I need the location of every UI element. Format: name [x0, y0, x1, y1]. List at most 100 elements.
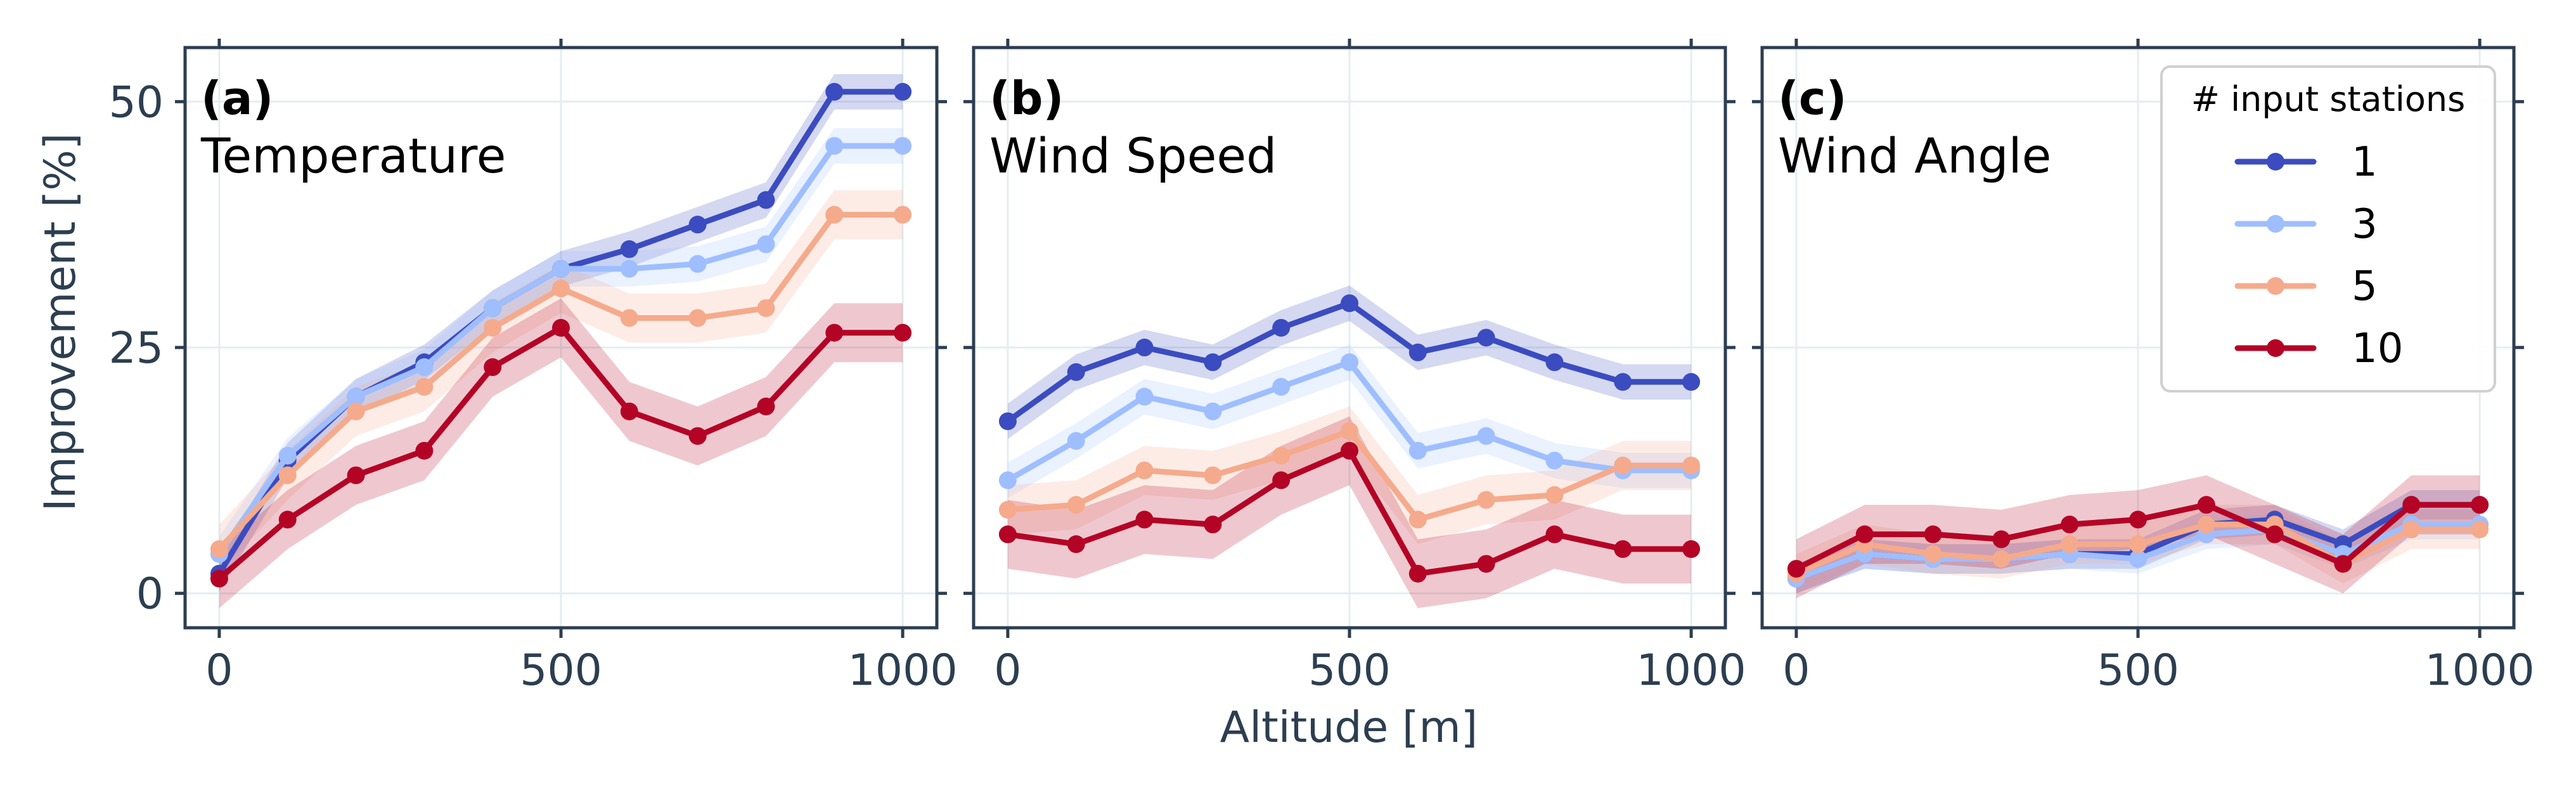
band-series-5: [1007, 406, 1692, 545]
panel-wind-angle: 0 500 1000 (c)Wind Angle: [1752, 39, 2535, 696]
x-tick-label: 0: [994, 646, 1021, 696]
legend-label: 10: [2352, 325, 2403, 372]
band-series-10: [1007, 416, 1692, 608]
point-series-5: [1408, 510, 1427, 529]
point-series-1: [825, 82, 844, 101]
point-series-10: [484, 358, 502, 377]
point-series-1: [1341, 294, 1358, 313]
y-axis-label: Improvement [%]: [35, 133, 86, 512]
x-axis-label: Altitude [m]: [1220, 703, 1478, 753]
x-tick-label: 500: [2097, 646, 2179, 696]
point-series-5: [998, 500, 1017, 519]
point-series-10: [1924, 525, 1942, 543]
point-series-10: [998, 525, 1017, 543]
point-series-5: [484, 318, 502, 337]
point-series-10: [1477, 555, 1495, 573]
point-series-10: [1408, 564, 1427, 583]
x-tick-label: 0: [1782, 646, 1810, 696]
legend-box: [2160, 65, 2496, 393]
point-series-5: [1341, 422, 1358, 440]
point-series-3: [620, 259, 638, 278]
point-series-5: [1135, 461, 1154, 479]
legend-marker: [2267, 277, 2284, 295]
point-series-3: [757, 235, 775, 254]
panel-temperature: 0 500 1000 0 25 50 (a)Temperature: [108, 39, 958, 696]
legend-marker: [2267, 339, 2284, 357]
point-series-5: [2197, 516, 2215, 534]
point-series-1: [1408, 343, 1427, 361]
legend-entry-10: 10: [2234, 325, 2403, 372]
point-series-10: [757, 398, 775, 416]
point-series-3: [825, 137, 844, 155]
legend-entry-5: 5: [2234, 263, 2378, 310]
series-10: [210, 318, 912, 588]
x-tick-label: 1000: [848, 646, 958, 696]
series-10: [998, 441, 1701, 583]
point-series-10: [2402, 496, 2421, 514]
point-series-3: [1545, 451, 1564, 470]
point-series-10: [347, 466, 365, 484]
point-series-3: [998, 471, 1017, 490]
point-series-10: [1204, 516, 1222, 534]
point-series-1: [1545, 353, 1564, 372]
point-series-3: [347, 387, 365, 406]
series-5: [210, 205, 912, 558]
legend-marker: [2267, 215, 2284, 233]
legend-label: 3: [2352, 201, 2378, 248]
point-series-10: [1341, 441, 1358, 460]
point-series-1: [1682, 373, 1701, 391]
point-series-1: [998, 412, 1017, 431]
legend-entry-3: 3: [2234, 201, 2378, 248]
panel-wind-speed: 0 500 1000 (b)Wind Speed: [963, 39, 1746, 696]
series-1: [998, 294, 1701, 431]
point-series-10: [688, 427, 707, 445]
x-tick-label: 1000: [1637, 646, 1746, 696]
point-series-5: [1682, 457, 1701, 475]
point-series-5: [2061, 535, 2079, 554]
point-series-1: [1614, 373, 1632, 391]
point-series-5: [894, 205, 912, 224]
point-series-3: [415, 358, 434, 377]
point-series-1: [620, 240, 638, 258]
y-tick-label: 50: [108, 77, 164, 127]
point-series-10: [1135, 510, 1154, 529]
point-series-5: [2471, 520, 2489, 538]
point-series-10: [1787, 559, 1805, 578]
x-tick-label: 500: [520, 646, 602, 696]
series-5: [998, 422, 1701, 529]
legend: # input stations 1 3 5 10: [2160, 65, 2496, 393]
panel-label: (a): [201, 72, 273, 125]
point-series-1: [1135, 339, 1154, 357]
panel-title: Wind Angle: [1778, 127, 2051, 184]
point-series-10: [552, 318, 570, 337]
point-series-10: [415, 441, 434, 460]
point-series-10: [825, 323, 844, 342]
band-series-1: [219, 74, 903, 592]
point-series-10: [620, 402, 638, 420]
point-series-5: [1067, 496, 1085, 514]
band-series-3: [1007, 344, 1692, 498]
panel-title: Temperature: [200, 127, 506, 184]
point-series-10: [2265, 525, 2284, 543]
panel-title: Wind Speed: [989, 127, 1277, 184]
point-series-5: [278, 466, 297, 484]
point-series-3: [1408, 441, 1427, 460]
point-series-10: [1272, 471, 1291, 490]
panel-label: (c): [1778, 72, 1847, 125]
point-series-1: [894, 82, 912, 101]
point-series-5: [1204, 466, 1222, 484]
legend-marker: [2267, 153, 2284, 171]
point-series-10: [1614, 540, 1632, 558]
point-series-10: [2197, 496, 2215, 514]
point-series-5: [2129, 535, 2147, 554]
point-series-3: [484, 299, 502, 317]
point-series-5: [1545, 486, 1564, 504]
point-series-1: [1272, 318, 1291, 337]
point-series-5: [757, 299, 775, 317]
point-series-5: [1992, 550, 2011, 568]
point-series-3: [1341, 353, 1358, 372]
point-series-10: [2334, 555, 2352, 573]
point-series-1: [1204, 353, 1222, 372]
point-series-3: [1272, 378, 1291, 396]
